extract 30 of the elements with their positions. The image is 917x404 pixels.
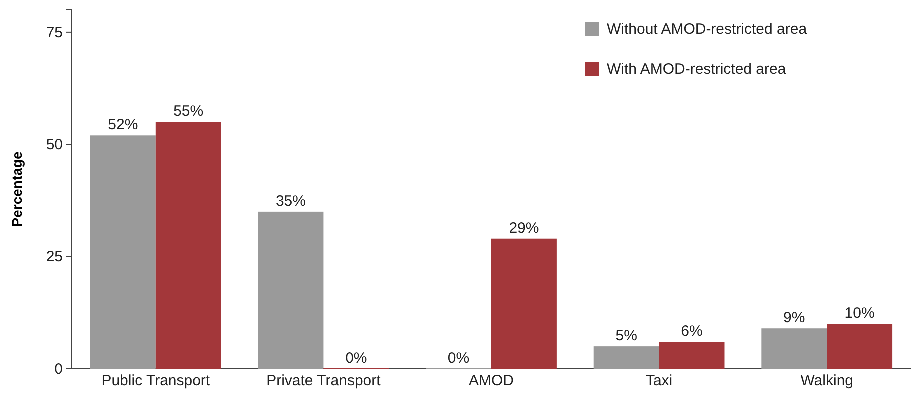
data-label: 10% xyxy=(844,305,875,322)
data-label: 52% xyxy=(108,116,138,134)
bar xyxy=(762,328,828,369)
data-label: 6% xyxy=(681,323,703,340)
x-tick-label: AMOD xyxy=(469,372,514,390)
y-tick-label: 75 xyxy=(46,24,63,42)
y-tick-label: 25 xyxy=(46,248,63,266)
bar xyxy=(492,238,557,369)
y-tick-label: 50 xyxy=(46,136,63,154)
y-axis-title: Percentage xyxy=(9,152,25,228)
x-tick-label: Walking xyxy=(800,372,854,390)
bar xyxy=(827,324,893,369)
data-label: 29% xyxy=(509,220,540,237)
x-tick-label: Private Transport xyxy=(266,372,382,390)
bar xyxy=(659,342,725,369)
bar xyxy=(594,346,660,369)
data-label: 9% xyxy=(784,310,806,327)
data-label: 35% xyxy=(276,192,306,210)
data-label: 5% xyxy=(616,328,638,345)
data-label: 0% xyxy=(448,350,470,367)
bar xyxy=(156,122,222,369)
y-tick-label: 0 xyxy=(54,360,63,378)
legend-label: With AMOD-restricted area xyxy=(607,61,787,78)
bar xyxy=(258,212,324,369)
data-label: 0% xyxy=(346,350,368,367)
x-tick-label: Taxi xyxy=(646,372,673,390)
x-tick-label: Public Transport xyxy=(102,372,211,390)
legend-label: Without AMOD-restricted area xyxy=(607,21,808,38)
bar xyxy=(90,136,156,369)
data-label: 55% xyxy=(174,103,204,120)
